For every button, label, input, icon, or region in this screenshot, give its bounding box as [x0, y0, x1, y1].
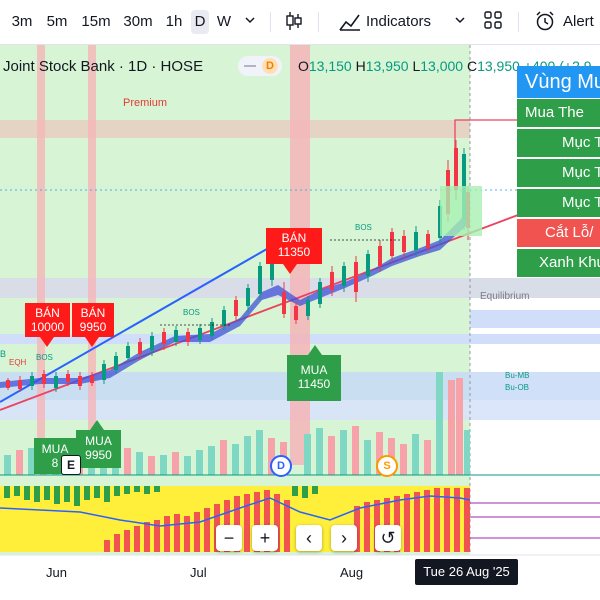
zone-item-target-2[interactable]: Mục T: [517, 159, 600, 187]
zoom-out-button[interactable]: −: [216, 525, 242, 551]
alert-button[interactable]: Alert: [563, 13, 594, 30]
buy-signal-price: 9950: [85, 448, 112, 462]
sell-signal-price: 10000: [30, 320, 65, 334]
buy-signal[interactable]: MUA 9950: [76, 430, 121, 468]
trend-line-blue: [0, 229, 301, 403]
buy-signal-title: MUA: [85, 434, 112, 448]
bos-label: BOS: [183, 308, 200, 317]
premium-band: [0, 120, 470, 138]
chevron-down-icon[interactable]: [240, 10, 260, 34]
interval-5m-button[interactable]: 5m: [46, 13, 68, 30]
sell-highlight-column: [37, 45, 45, 465]
crosshair-date-label: Tue 26 Aug '25: [415, 559, 518, 585]
scroll-right-button[interactable]: ›: [331, 525, 357, 551]
scroll-left-button[interactable]: ‹: [296, 525, 322, 551]
sell-highlight-column: [88, 45, 96, 465]
dividend-event-icon[interactable]: D: [270, 455, 292, 477]
zone-item-green-zone[interactable]: Xanh Khu: [517, 249, 600, 277]
reset-chart-button[interactable]: ↺: [375, 525, 401, 551]
sell-signal[interactable]: BÁN 9950: [72, 303, 114, 337]
close-label: C: [466, 58, 478, 74]
toolbar-divider: [318, 12, 319, 32]
equilibrium-label: Equilibrium: [480, 291, 530, 302]
premium-label: Premium: [123, 97, 168, 109]
minus-icon: [244, 65, 256, 67]
x-axis-label-jul: Jul: [190, 565, 207, 580]
buy-signal[interactable]: MUA 11450: [287, 355, 341, 401]
x-axis-label-aug: Aug: [340, 565, 364, 580]
zone-item-stoploss[interactable]: Cắt Lỗ/: [517, 219, 600, 247]
indicators-icon[interactable]: [335, 10, 365, 34]
sell-arrow-icon: [283, 264, 297, 274]
bos-label: BOS: [355, 223, 372, 232]
sell-arrow-icon: [40, 337, 54, 347]
close-value: 13,950: [477, 58, 520, 74]
sell-signal-title: BÁN: [80, 306, 106, 320]
split-event-icon[interactable]: S: [376, 455, 398, 477]
bu-ob-label: Bu-OB: [505, 383, 530, 392]
alarm-clock-icon[interactable]: [532, 10, 558, 34]
sell-signal-title: BÁN: [35, 306, 60, 320]
interval-d-button[interactable]: D: [191, 10, 209, 34]
sell-arrow-icon: [85, 337, 99, 347]
buy-arrow-icon: [90, 420, 104, 430]
delayed-data-icon: D: [262, 58, 278, 74]
b-label: B: [0, 349, 7, 359]
low-label: L: [412, 58, 421, 74]
x-axis-label-jun: Jun: [46, 565, 67, 580]
sell-signal-title: BÁN: [281, 231, 307, 245]
indicators-button[interactable]: Indicators: [366, 13, 432, 30]
zone-item-target-1[interactable]: Mục T: [517, 129, 600, 157]
chevron-down-icon[interactable]: [450, 10, 470, 34]
buy-signal-price: 8: [51, 456, 59, 470]
sell-signal-price: 11350: [277, 245, 311, 259]
toolbar-divider: [270, 12, 271, 32]
bos-label: BOS: [36, 353, 53, 362]
eqh-label: EQH: [9, 358, 27, 367]
candlestick-chart-type-icon[interactable]: [282, 10, 306, 34]
interval-30m-button[interactable]: 30m: [123, 13, 153, 30]
top-toolbar: 3m 5m 15m 30m 1h D W Indicators Alert: [0, 0, 600, 45]
buy-signal-title: MUA: [41, 442, 69, 456]
oscillator-line: [0, 495, 471, 527]
sell-signal-price: 9950: [79, 320, 107, 334]
buy-signal-price: 11450: [297, 377, 331, 391]
symbol-legend-title[interactable]: Joint Stock Bank · 1D · HOSE: [3, 58, 204, 75]
interval-3m-button[interactable]: 3m: [11, 13, 33, 30]
high-label: H: [355, 58, 366, 74]
sell-signal[interactable]: BÁN 11350: [266, 228, 322, 264]
earnings-event-icon[interactable]: E: [61, 455, 81, 475]
data-source-badge[interactable]: D: [238, 56, 282, 76]
interval-15m-button[interactable]: 15m: [81, 13, 111, 30]
zone-panel-header: Vùng Mu: [517, 66, 600, 98]
toolbar-divider: [518, 12, 519, 32]
layout-grid-icon[interactable]: [482, 10, 504, 34]
bu-mb-label: Bu-MB: [505, 371, 530, 380]
demand-zone: [470, 310, 600, 328]
high-value: 13,950: [365, 58, 409, 74]
open-value: 13,150: [308, 58, 352, 74]
zone-item-buy[interactable]: Mua The: [517, 99, 600, 127]
interval-w-button[interactable]: W: [216, 13, 232, 30]
zoom-in-button[interactable]: +: [252, 525, 278, 551]
zone-item-target-3[interactable]: Mục T: [517, 189, 600, 217]
sell-signal[interactable]: BÁN 10000: [25, 303, 70, 337]
low-value: 13,000: [420, 58, 464, 74]
buy-signal-title: MUA: [300, 363, 328, 377]
interval-1h-button[interactable]: 1h: [165, 13, 183, 30]
buy-arrow-icon: [308, 345, 322, 355]
open-label: O: [298, 58, 309, 74]
